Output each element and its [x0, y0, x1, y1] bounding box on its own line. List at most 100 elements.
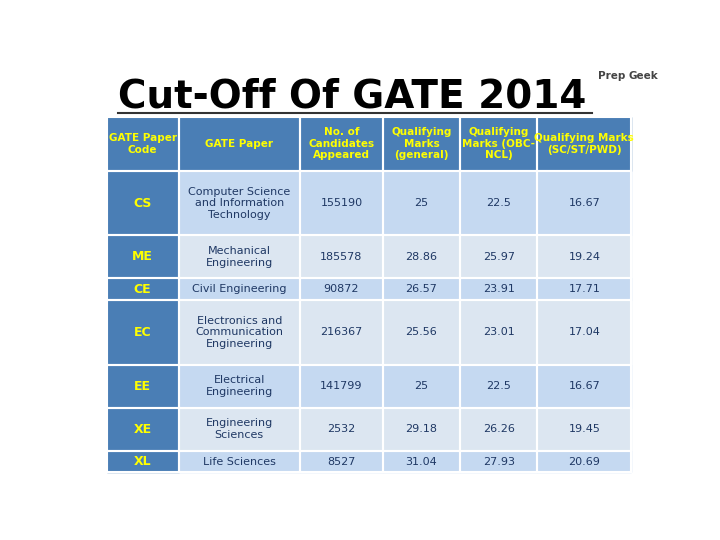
Bar [383, 171, 460, 235]
Bar [460, 451, 537, 472]
Text: 16.67: 16.67 [569, 198, 600, 208]
Bar [460, 117, 537, 171]
Bar [179, 279, 300, 300]
Text: Qualifying
Marks (OBC-
NCL): Qualifying Marks (OBC- NCL) [462, 127, 535, 160]
Bar [300, 171, 383, 235]
Bar [383, 117, 460, 171]
Bar [107, 364, 179, 408]
Bar [179, 171, 300, 235]
Bar [107, 171, 179, 235]
Bar [107, 279, 179, 300]
Text: EC: EC [134, 326, 151, 339]
Text: 17.04: 17.04 [568, 327, 600, 338]
Bar [300, 117, 383, 171]
Bar [300, 300, 383, 364]
Bar [107, 408, 179, 451]
Bar [107, 279, 179, 300]
Bar [537, 117, 631, 171]
Bar [537, 408, 631, 451]
Bar [107, 171, 179, 235]
Text: Electronics and
Communication
Engineering: Electronics and Communication Engineerin… [195, 316, 283, 349]
Text: 22.5: 22.5 [486, 381, 511, 391]
Bar [179, 235, 300, 279]
Bar [383, 235, 460, 279]
Text: Civil Engineering: Civil Engineering [192, 284, 287, 294]
Bar [300, 117, 383, 171]
Bar [179, 171, 300, 235]
Bar [383, 235, 460, 279]
Bar [460, 279, 537, 300]
Bar [179, 408, 300, 451]
Bar [107, 364, 179, 408]
Text: 141799: 141799 [320, 381, 363, 391]
Bar [460, 364, 537, 408]
Text: 216367: 216367 [320, 327, 362, 338]
Text: XE: XE [134, 423, 152, 436]
Bar [383, 364, 460, 408]
Bar [300, 279, 383, 300]
Text: Geek: Geek [629, 71, 658, 81]
Text: GATE Paper: GATE Paper [205, 139, 274, 149]
Bar [460, 279, 537, 300]
Text: Qualifying
Marks
(general): Qualifying Marks (general) [391, 127, 451, 160]
Bar [537, 117, 631, 171]
Text: 90872: 90872 [324, 284, 359, 294]
Text: 155190: 155190 [320, 198, 362, 208]
Bar [460, 235, 537, 279]
Text: 23.01: 23.01 [483, 327, 515, 338]
Bar [383, 279, 460, 300]
Text: 19.45: 19.45 [568, 424, 600, 434]
Bar [300, 364, 383, 408]
Bar [300, 235, 383, 279]
Bar [107, 235, 179, 279]
Bar [300, 300, 383, 364]
Bar [107, 300, 179, 364]
Bar [179, 117, 300, 171]
Bar [537, 451, 631, 472]
Text: 17.71: 17.71 [568, 284, 600, 294]
Text: GATE Paper
Code: GATE Paper Code [109, 133, 176, 154]
Text: 28.86: 28.86 [405, 252, 438, 262]
Text: 2532: 2532 [328, 424, 356, 434]
Bar [383, 408, 460, 451]
Text: XL: XL [134, 455, 151, 468]
Text: EE: EE [134, 380, 151, 393]
Text: 25: 25 [415, 198, 428, 208]
Bar [537, 279, 631, 300]
Bar [460, 408, 537, 451]
Text: 23.91: 23.91 [483, 284, 515, 294]
Bar [179, 451, 300, 472]
Bar [537, 279, 631, 300]
Bar [179, 300, 300, 364]
Bar [383, 451, 460, 472]
Text: 25.97: 25.97 [482, 252, 515, 262]
Text: Qualifying Marks
(SC/ST/PWD): Qualifying Marks (SC/ST/PWD) [534, 133, 634, 154]
Bar [300, 279, 383, 300]
Bar [179, 300, 300, 364]
Bar [300, 408, 383, 451]
Bar [383, 279, 460, 300]
Bar [107, 117, 179, 171]
Text: Computer Science
and Information
Technology: Computer Science and Information Technol… [188, 186, 290, 220]
Bar [107, 235, 179, 279]
Bar [460, 171, 537, 235]
Bar [179, 279, 300, 300]
Text: Cut-Off Of GATE 2014: Cut-Off Of GATE 2014 [118, 77, 587, 115]
Text: 25: 25 [415, 381, 428, 391]
Text: 22.5: 22.5 [486, 198, 511, 208]
Bar [460, 117, 537, 171]
Bar [537, 300, 631, 364]
Bar [460, 300, 537, 364]
Bar [107, 451, 179, 472]
Text: CS: CS [133, 197, 152, 210]
Text: 16.67: 16.67 [569, 381, 600, 391]
Text: 26.57: 26.57 [405, 284, 437, 294]
Bar [179, 117, 300, 171]
Text: Prep: Prep [598, 71, 626, 81]
Bar [300, 451, 383, 472]
Text: 26.26: 26.26 [483, 424, 515, 434]
Text: 31.04: 31.04 [405, 456, 437, 467]
Bar [460, 171, 537, 235]
Bar [179, 364, 300, 408]
Bar [537, 451, 631, 472]
